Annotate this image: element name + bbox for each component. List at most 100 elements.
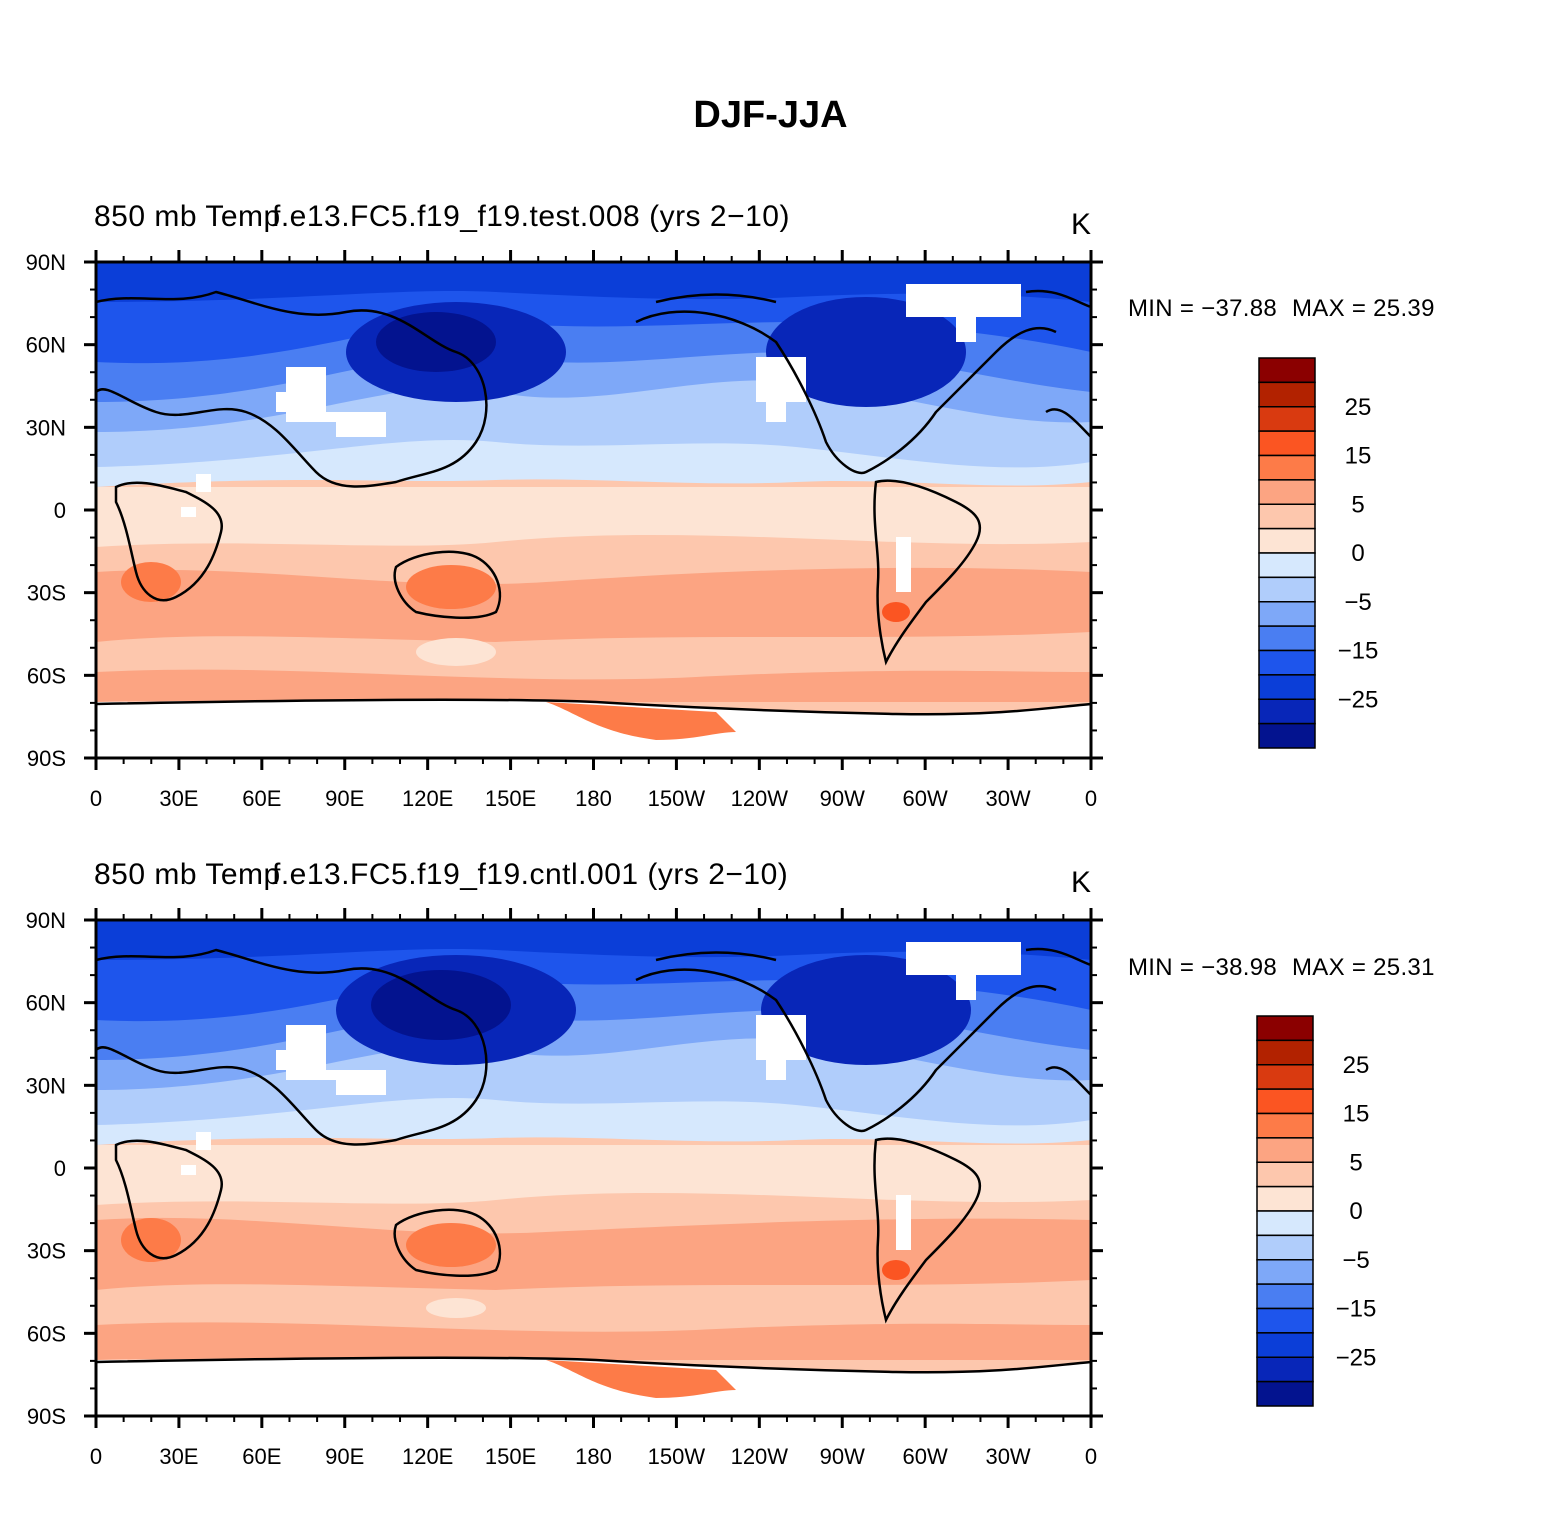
colorbar-swatch (1256, 1112, 1314, 1139)
lat-tick-label: 90S (27, 1404, 66, 1429)
lon-tick-label: 0 (1085, 786, 1097, 811)
colorbar: 25 15 5 0 −5 −15 −25 (1256, 1015, 1377, 1407)
lat-tick-label: 60N (26, 333, 66, 358)
lon-tick-label: 180 (575, 1444, 612, 1469)
lon-tick-label: 30E (159, 786, 198, 811)
lon-tick-label: 30E (159, 1444, 198, 1469)
min-max-readout: MIN = −38.98 MAX = 25.31 (1128, 954, 1443, 982)
colorbar-label: 5 (1351, 491, 1364, 518)
lat-tick-label: 0 (54, 1156, 66, 1181)
lon-tick-label: 120E (402, 786, 453, 811)
map-panel-control: 850 mb Temp f.e13.FC5.f19_f19.cntl.001 (… (0, 858, 1541, 1498)
variable-label: 850 mb Temp (94, 200, 281, 233)
colorbar-swatch (1256, 1088, 1314, 1115)
lat-tick-label: 60S (27, 663, 66, 688)
lon-tick-label: 90E (325, 1444, 364, 1469)
colorbar-swatch (1256, 1356, 1314, 1383)
lat-tick-label: 30S (27, 1239, 66, 1264)
colorbar-swatch (1258, 625, 1316, 652)
contour-field (96, 920, 1091, 1416)
colorbar-swatch (1258, 430, 1316, 457)
colorbar-label: 15 (1345, 443, 1372, 470)
map-panel-test: 850 mb Temp f.e13.FC5.f19_f19.test.008 (… (0, 200, 1541, 840)
colorbar-swatch (1258, 503, 1316, 530)
units-label: K (1071, 866, 1092, 899)
lon-tick-label: 150W (648, 1444, 706, 1469)
temperature-map (96, 920, 1091, 1416)
min-max-readout: MIN = −37.88 MAX = 25.39 (1128, 295, 1443, 323)
lat-tick-label: 60S (27, 1321, 66, 1346)
colorbar-swatch (1256, 1064, 1314, 1090)
colorbar-swatch (1256, 1307, 1314, 1334)
colorbar-swatch (1256, 1137, 1314, 1163)
lat-tick-label: 0 (54, 498, 66, 523)
max-value: MAX = 25.39 (1292, 295, 1435, 322)
lon-tick-label: 90E (325, 786, 364, 811)
colorbar-swatch (1258, 674, 1316, 700)
lon-tick-label: 60E (242, 786, 281, 811)
colorbar-label: −25 (1336, 1344, 1377, 1371)
case-label: f.e13.FC5.f19_f19.test.008 (yrs 2−10) (272, 200, 790, 233)
figure-title: DJF-JJA (693, 94, 848, 136)
lat-tick-label: 30N (26, 415, 66, 440)
colorbar-label: 5 (1349, 1149, 1362, 1176)
lat-tick-label: 90N (26, 250, 66, 275)
colorbar-swatch (1256, 1380, 1314, 1407)
colorbar-swatch (1258, 601, 1316, 627)
temperature-map (96, 262, 1091, 758)
colorbar-swatch (1256, 1161, 1314, 1188)
case-label: f.e13.FC5.f19_f19.cntl.001 (yrs 2−10) (272, 858, 789, 891)
lat-tick-label: 30S (27, 581, 66, 606)
lon-tick-label: 180 (575, 786, 612, 811)
lat-tick-label: 90N (26, 908, 66, 933)
colorbar-swatch (1256, 1039, 1314, 1066)
colorbar-swatch (1256, 1332, 1314, 1358)
lon-tick-label: 150W (648, 786, 706, 811)
lon-tick-label: 30W (985, 786, 1030, 811)
max-value: MAX = 25.31 (1292, 954, 1435, 981)
variable-label: 850 mb Temp (94, 858, 281, 891)
lon-tick-label: 150E (485, 1444, 536, 1469)
colorbar-label: 0 (1349, 1198, 1362, 1225)
colorbar: 25 15 5 0 −5 −15 −25 (1258, 357, 1379, 749)
colorbar-swatch (1258, 479, 1316, 505)
colorbar-swatch (1256, 1259, 1314, 1285)
colorbar-swatch (1258, 649, 1316, 676)
lat-tick-label: 30N (26, 1073, 66, 1098)
colorbar-swatch (1258, 454, 1316, 481)
lon-tick-label: 30W (985, 1444, 1030, 1469)
lon-tick-label: 120W (731, 786, 789, 811)
colorbar-label: 25 (1345, 394, 1372, 421)
colorbar-swatch (1258, 552, 1316, 579)
lon-tick-label: 120W (731, 1444, 789, 1469)
colorbar-swatch (1258, 698, 1316, 725)
colorbar-label: −15 (1336, 1296, 1377, 1323)
colorbar-swatch (1258, 381, 1316, 408)
colorbar-label: −15 (1338, 638, 1379, 665)
colorbar-swatch (1258, 722, 1316, 749)
colorbar-label: 0 (1351, 540, 1364, 567)
lon-tick-label: 90W (820, 1444, 865, 1469)
min-value: MIN = −37.88 (1128, 295, 1278, 322)
colorbar-swatch (1256, 1283, 1314, 1310)
lon-tick-label: 0 (90, 786, 102, 811)
colorbar-label: −25 (1338, 686, 1379, 713)
lon-tick-label: 60E (242, 1444, 281, 1469)
lon-tick-label: 0 (1085, 1444, 1097, 1469)
colorbar-swatch (1256, 1210, 1314, 1237)
units-label: K (1071, 208, 1092, 241)
colorbar-swatch (1256, 1185, 1314, 1212)
colorbar-label: −5 (1342, 1247, 1369, 1274)
colorbar-swatch (1258, 357, 1316, 384)
colorbar-swatch (1256, 1015, 1314, 1042)
colorbar-swatch (1256, 1234, 1314, 1261)
lon-tick-label: 60W (903, 1444, 948, 1469)
lon-tick-label: 150E (485, 786, 536, 811)
lon-tick-label: 90W (820, 786, 865, 811)
colorbar-label: 25 (1343, 1052, 1370, 1079)
lon-tick-label: 0 (90, 1444, 102, 1469)
lon-tick-label: 60W (903, 786, 948, 811)
colorbar-swatch (1258, 406, 1316, 432)
lat-tick-label: 60N (26, 991, 66, 1016)
colorbar-swatch (1258, 527, 1316, 554)
